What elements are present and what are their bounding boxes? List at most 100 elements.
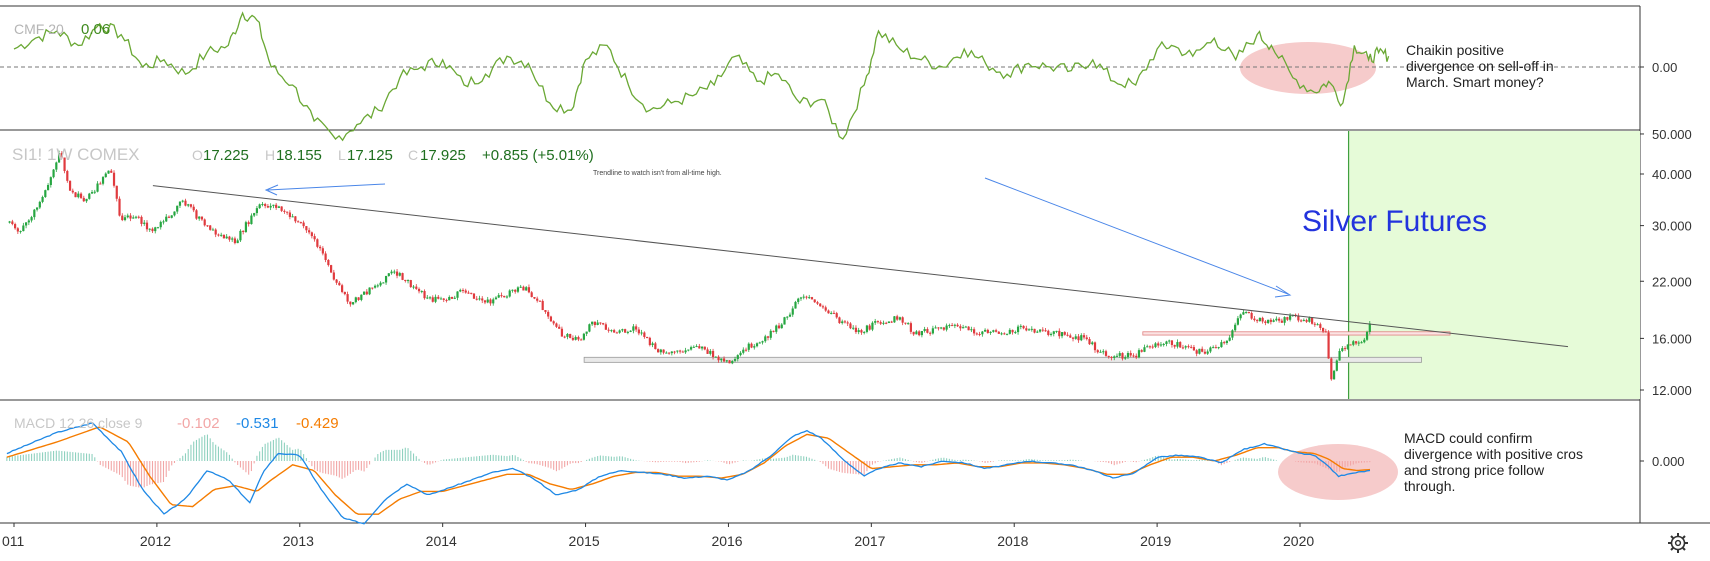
candle-body	[1341, 348, 1344, 352]
candle-body	[607, 329, 610, 331]
y-axis[interactable]: 0.00 50.000 40.000 30.000 22.000 16.000 12.000…	[1640, 60, 1692, 469]
candle-body	[38, 201, 41, 208]
candle-body	[783, 317, 786, 325]
candle-body	[453, 297, 456, 299]
candle-body	[90, 192, 94, 194]
candle-body	[890, 321, 893, 323]
candle-body	[508, 290, 511, 297]
candle-body	[852, 327, 855, 329]
candle-body	[187, 204, 190, 206]
candle-body	[635, 326, 638, 330]
candle-body	[1280, 320, 1283, 323]
x-tick-label: 2020	[1283, 533, 1314, 549]
cmf-indicator-name: CMF 20	[14, 21, 64, 37]
candle-body	[1008, 329, 1011, 334]
candle-body	[711, 350, 715, 357]
macd-note-line-1: MACD could confirm	[1404, 430, 1532, 446]
candle-body	[1223, 342, 1226, 344]
candle-body	[395, 271, 399, 276]
candle-body	[1146, 346, 1149, 348]
candle-body	[1033, 328, 1036, 333]
cmf-note-line-1: Chaikin positive	[1406, 42, 1504, 58]
candle-body	[206, 225, 209, 227]
candle-body	[689, 347, 693, 350]
candle-body	[555, 323, 558, 327]
candle-body	[445, 299, 448, 301]
price-y-tick: 30.000	[1652, 219, 1692, 234]
candle-body	[593, 321, 596, 325]
candle-body	[835, 313, 838, 318]
cmf-line-group	[13, 11, 1390, 142]
candle-body	[970, 329, 973, 331]
candle-body	[942, 327, 945, 330]
macd-pane[interactable]: MACD 12 26 close 9 -0.102 -0.531 -0.429 …	[6, 415, 1583, 525]
x-axis[interactable]: 011 2012 2013 2014 2015 2016 2017 2018 2019 2020	[2, 523, 1314, 549]
candle-body	[1113, 356, 1116, 358]
candle-body	[907, 323, 910, 325]
symbol-label: SI1! 1W COMEX	[12, 145, 140, 164]
candle-body	[104, 173, 107, 178]
candle-body	[431, 297, 434, 302]
candle-body	[659, 349, 662, 353]
price-y-tick: 40.000	[1652, 167, 1692, 182]
candle-body	[85, 198, 88, 202]
candle-body	[291, 216, 294, 218]
candle-body	[604, 324, 607, 330]
candle-body	[1239, 314, 1242, 319]
candle-body	[1058, 330, 1061, 337]
candle-body	[1036, 331, 1039, 333]
candle-body	[220, 234, 223, 236]
close-label: C	[408, 147, 418, 163]
candle-body	[360, 294, 363, 300]
candle-body	[816, 302, 819, 304]
candle-body	[681, 351, 684, 353]
candle-body	[330, 265, 333, 273]
candle-body	[66, 171, 69, 181]
macd-note: MACD could confirm divergence with posit…	[1404, 430, 1583, 494]
candle-body	[1049, 333, 1053, 335]
candle-body	[118, 198, 121, 216]
candle-body	[717, 356, 720, 361]
candle-body	[390, 271, 393, 274]
candle-body	[450, 296, 454, 299]
candle-body	[599, 322, 602, 324]
cmf-note: Chaikin positive divergence on sell-off …	[1406, 42, 1554, 90]
candle-body	[217, 234, 220, 236]
candle-body	[626, 331, 629, 333]
candle-body	[1321, 327, 1325, 332]
candle-body	[1143, 347, 1146, 352]
candle-body	[569, 333, 572, 338]
candle-body	[871, 322, 874, 330]
candle-body	[577, 337, 580, 340]
candle-body	[1102, 351, 1105, 353]
candle-body	[714, 356, 717, 358]
candle-body	[1297, 315, 1300, 321]
candle-body	[299, 222, 302, 224]
x-tick-label: 2017	[854, 533, 885, 549]
candle-body	[703, 346, 706, 350]
candle-body	[1352, 341, 1355, 345]
settings-gear-icon[interactable]	[1668, 533, 1688, 553]
candle-body	[198, 216, 201, 219]
candle-body	[1077, 336, 1080, 341]
candle-body	[379, 282, 382, 286]
candle-body	[1231, 330, 1234, 338]
cmf-pane[interactable]: CMF 20 0.06 Chaikin positive divergence …	[0, 11, 1640, 142]
candle-body	[1256, 320, 1259, 322]
candle-body	[327, 259, 330, 266]
macd-line	[6, 422, 1371, 525]
candle-body	[137, 216, 140, 218]
candle-body	[805, 296, 808, 298]
candle-body	[437, 296, 440, 299]
candle-body	[351, 302, 355, 305]
candle-body	[250, 215, 253, 225]
candle-body	[1335, 360, 1338, 371]
candle-body	[1253, 318, 1256, 321]
candle-body	[915, 331, 918, 335]
candle-body	[772, 330, 775, 332]
candle-body	[481, 298, 484, 301]
price-pane[interactable]: Trendline to watch isn't from all-time h…	[8, 131, 1640, 399]
candle-body	[1157, 343, 1160, 346]
macd-note-line-3: and strong price follow	[1404, 462, 1545, 478]
candle-body	[275, 204, 278, 208]
